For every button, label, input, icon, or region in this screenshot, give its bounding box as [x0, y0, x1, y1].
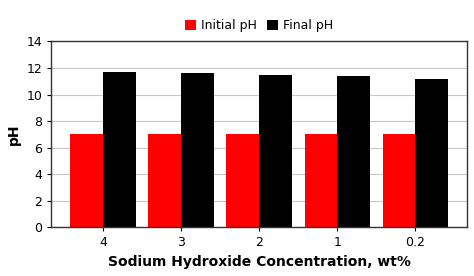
Bar: [227, 134, 259, 227]
Y-axis label: pH: pH: [7, 124, 21, 145]
Bar: [148, 134, 181, 227]
Bar: [181, 73, 214, 227]
Bar: [337, 76, 370, 227]
Bar: [383, 134, 415, 227]
Bar: [103, 72, 136, 227]
Bar: [70, 134, 103, 227]
Legend: Initial pH, Final pH: Initial pH, Final pH: [180, 14, 338, 37]
X-axis label: Sodium Hydroxide Concentration, wt%: Sodium Hydroxide Concentration, wt%: [108, 255, 410, 269]
Bar: [415, 79, 448, 227]
Bar: [304, 134, 337, 227]
Bar: [259, 75, 292, 227]
